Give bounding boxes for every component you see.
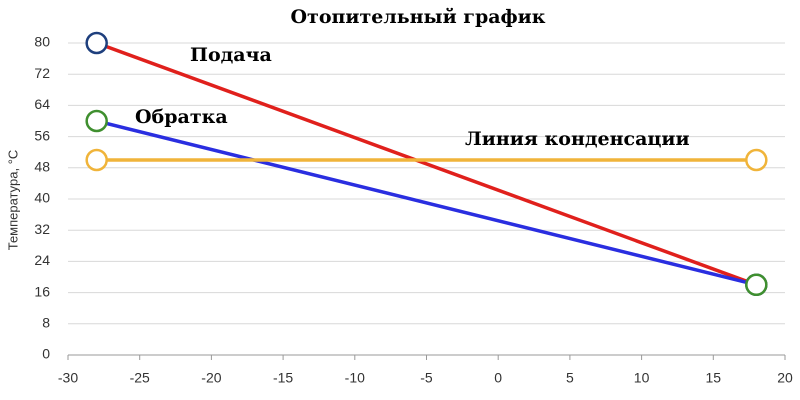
y-tick-label: 8	[42, 315, 50, 331]
y-tick-label: 24	[34, 252, 50, 268]
series-label: Линия конденсации	[465, 128, 690, 150]
y-tick-label: 80	[34, 34, 50, 50]
y-tick-label: 56	[34, 127, 50, 143]
x-tick-label: -20	[201, 370, 221, 386]
x-tick-label: 0	[494, 370, 502, 386]
point-marker	[85, 31, 108, 55]
chart-title: Отопительный график	[291, 6, 546, 28]
y-tick-label: 40	[34, 190, 50, 206]
y-tick-label: 48	[34, 159, 50, 175]
y-tick-label: 0	[42, 346, 50, 362]
y-tick-label: 16	[34, 283, 50, 299]
x-tick-label: -30	[58, 370, 78, 386]
x-tick-label: -5	[420, 370, 433, 386]
x-tick-label: 20	[777, 370, 793, 386]
series-label: Подача	[190, 44, 272, 66]
x-tick-label: -10	[345, 370, 365, 386]
point-marker	[85, 109, 108, 133]
y-axis-label: Температура, °С	[5, 150, 20, 251]
x-tick-label: -15	[273, 370, 293, 386]
x-tick-label: 10	[634, 370, 650, 386]
x-tick-label: 5	[566, 370, 574, 386]
y-tick-label: 64	[34, 96, 50, 112]
series-line	[96, 41, 757, 287]
series-label: Обратка	[135, 106, 228, 128]
point-marker	[745, 148, 768, 172]
point-marker	[85, 148, 108, 172]
x-tick-label: 15	[706, 370, 722, 386]
point-marker	[745, 273, 768, 297]
y-tick-label: 32	[34, 221, 50, 237]
x-tick-label: -25	[130, 370, 150, 386]
series-line	[96, 119, 757, 287]
y-tick-label: 72	[34, 65, 50, 81]
